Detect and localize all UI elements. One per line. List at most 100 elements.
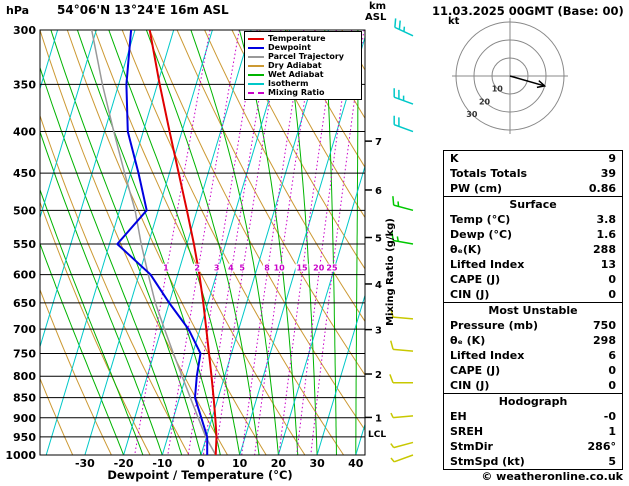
temperature-axis-labels: -30 -20 -10 0 10 20 30 40: [75, 457, 364, 470]
hodograph-box-title: Hodograph: [498, 395, 568, 408]
chart-legend: Temperature Dewpoint Parcel Trajectory Dry …: [244, 31, 362, 100]
stat-label: K: [450, 152, 459, 165]
lcl-label: LCL: [368, 430, 387, 440]
km-asl-ticks: 1 2 3 4 5 6 7: [365, 137, 382, 424]
mixing-ratio-axis-label: Mixing Ratio (g/kg): [385, 218, 396, 326]
stat-value: 9: [608, 152, 616, 165]
stat-label: Lifted Index: [450, 349, 525, 362]
stat-value: 0: [608, 379, 616, 392]
svg-text:5: 5: [375, 233, 382, 244]
stat-label: CIN (J): [450, 379, 490, 392]
stat-value: 750: [593, 319, 616, 332]
svg-text:3: 3: [214, 264, 220, 273]
legend-swatch-5: [248, 82, 264, 85]
stat-row: Pressure (mb) 750: [444, 318, 622, 333]
stat-value: 288: [593, 243, 616, 256]
svg-text:40: 40: [348, 457, 364, 470]
svg-text:-10: -10: [152, 457, 172, 470]
stat-row: Totals Totals 39: [444, 166, 622, 181]
wind-barbs: [389, 18, 414, 463]
stat-label: CIN (J): [450, 288, 490, 301]
legend-swatch-0: [248, 37, 264, 40]
svg-text:350: 350: [13, 78, 36, 91]
legend-item-label: Dewpoint: [268, 42, 311, 52]
svg-text:20: 20: [271, 457, 287, 470]
stat-label: Dewp (°C): [450, 228, 513, 241]
temperature-curve: [148, 30, 218, 455]
legend-swatch-4: [248, 73, 264, 76]
legend-item-label: Temperature: [268, 33, 326, 43]
svg-text:4: 4: [375, 280, 382, 291]
stat-value: 13: [600, 258, 616, 271]
svg-text:3: 3: [375, 326, 382, 337]
svg-text:600: 600: [13, 269, 36, 282]
svg-text:0: 0: [197, 457, 205, 470]
stat-row: CAPE (J) 0: [444, 272, 622, 287]
legend-swatch-3: [248, 64, 264, 67]
svg-text:400: 400: [13, 126, 36, 139]
svg-text:1000: 1000: [5, 449, 36, 462]
stat-row: CIN (J) 0: [444, 287, 622, 302]
stat-row: θₑ(K) 288: [444, 242, 622, 257]
svg-text:4: 4: [228, 264, 234, 273]
stat-label: θₑ (K): [450, 334, 486, 347]
stat-row: StmDir 286°: [444, 439, 622, 454]
hodograph-ring-label: 30: [466, 110, 478, 119]
legend-item: Parcel Trajectory: [248, 52, 358, 61]
legend-item-label: Dry Adiabat: [268, 60, 322, 70]
legend-item: Dewpoint: [248, 43, 358, 52]
stat-row: Dewp (°C) 1.6: [444, 227, 622, 242]
svg-text:7: 7: [375, 137, 382, 148]
skewt-chart: 3003504004505005506006507007508008509009…: [5, 18, 414, 470]
sounding-curves: [90, 30, 218, 455]
pressure-axis-labels: 300 350 400 450 500 550 600 650 700 750 800 850 900 9…: [5, 24, 36, 462]
stat-value: 6: [608, 349, 616, 362]
svg-text:8: 8: [264, 264, 270, 273]
stat-value: 3.8: [596, 213, 617, 226]
svg-text:-30: -30: [75, 457, 95, 470]
most-unstable-box-title: Most Unstable: [488, 304, 578, 317]
svg-text:10: 10: [274, 264, 286, 273]
background-lines: [40, 30, 365, 455]
hodograph-ring-label: 20: [479, 97, 491, 106]
surface-box-title: Surface: [509, 198, 557, 211]
stat-row: StmSpd (kt) 5: [444, 454, 622, 469]
stat-label: Pressure (mb): [450, 319, 538, 332]
svg-text:550: 550: [13, 238, 36, 251]
copyright: © weatheronline.co.uk: [481, 470, 623, 483]
stat-row: EH -0: [444, 409, 622, 424]
dry-adiabat-lines: [40, 30, 365, 455]
legend-item: Wet Adiabat: [248, 70, 358, 79]
chart-datetime: 11.03.2025 00GMT (Base: 00): [432, 4, 624, 18]
svg-text:10: 10: [232, 457, 248, 470]
stat-row: Lifted Index 6: [444, 348, 622, 363]
stat-value: 0: [608, 288, 616, 301]
legend-item-label: Isotherm: [268, 78, 309, 88]
mixing-ratio-labels: 1 2 3 4 5 8 10 15 20 25: [161, 263, 339, 273]
hodograph-ring-label: 10: [492, 85, 504, 94]
storm-motion-arrowhead: [536, 80, 547, 89]
svg-text:650: 650: [13, 297, 36, 310]
svg-text:-20: -20: [114, 457, 134, 470]
hodograph-rings: [455, 21, 565, 131]
stat-value: -0: [603, 410, 616, 423]
svg-text:300: 300: [13, 24, 36, 37]
svg-text:1: 1: [375, 413, 382, 424]
stat-label: StmSpd (kt): [450, 455, 525, 468]
svg-text:2: 2: [375, 370, 382, 381]
stat-label: CAPE (J): [450, 273, 501, 286]
svg-text:450: 450: [13, 167, 36, 180]
station-coordinates: 54°06'N 13°24'E 16m ASL: [57, 3, 229, 17]
legend-item-label: Mixing Ratio: [268, 87, 325, 97]
stat-value: 298: [593, 334, 616, 347]
stat-label: StmDir: [450, 440, 493, 453]
stat-value: 5: [608, 455, 616, 468]
stat-label: SREH: [450, 425, 484, 438]
stat-label: Temp (°C): [450, 213, 511, 226]
legend-swatch-1: [248, 46, 264, 49]
legend-swatch-2: [248, 55, 264, 58]
svg-text:15: 15: [296, 264, 308, 273]
